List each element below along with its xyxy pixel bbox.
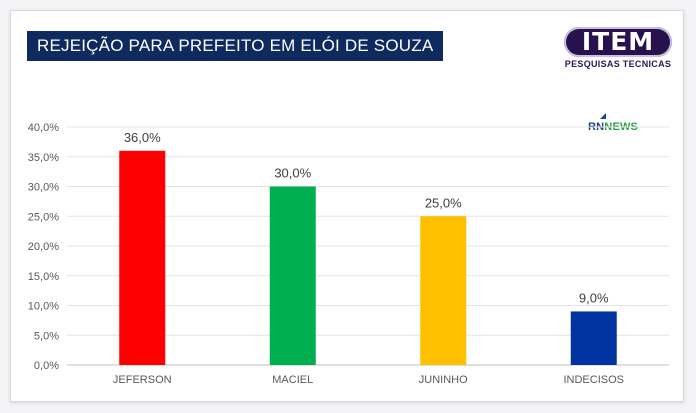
- bar: [269, 186, 316, 365]
- bar: [420, 216, 467, 365]
- item-logo-text: ITEM: [581, 27, 655, 56]
- y-tick-label: 20,0%: [28, 241, 59, 253]
- data-label: 30,0%: [274, 166, 311, 181]
- y-tick-label: 30,0%: [28, 182, 59, 194]
- x-tick-label: JEFERSON: [113, 374, 172, 386]
- data-label: 36,0%: [124, 130, 161, 145]
- x-tick-label: JUNINHO: [419, 374, 468, 386]
- y-tick-label: 25,0%: [28, 211, 59, 223]
- bar: [119, 150, 166, 365]
- x-tick-label: MACIEL: [272, 374, 313, 386]
- y-tick-label: 40,0%: [28, 122, 59, 134]
- data-label: 9,0%: [579, 290, 609, 305]
- item-logo-subtitle: PESQUISAS TECNICAS: [564, 59, 672, 69]
- data-label: 25,0%: [425, 195, 462, 210]
- y-tick-label: 5,0%: [34, 330, 59, 342]
- item-logo-badge: [564, 27, 672, 57]
- y-tick-label: 15,0%: [28, 271, 59, 283]
- chart-frame: REJEIÇÃO PARA PREFEITO EM ELÓI DE SOUZA …: [10, 10, 684, 402]
- chart-title: REJEIÇÃO PARA PREFEITO EM ELÓI DE SOUZA: [27, 31, 444, 61]
- x-tick-label: INDECISOS: [563, 374, 624, 386]
- y-tick-label: 10,0%: [28, 301, 59, 313]
- rnnews-bird-icon: [600, 113, 606, 119]
- bar-chart: 0,0% 5,0% 10,0% 15,0% 20,0% 25,0% 30,0% 35,0% 40…: [28, 122, 669, 386]
- y-tick-label: 35,0%: [28, 152, 59, 164]
- item-logo: ITEM PESQUISAS TECNICAS: [564, 27, 672, 75]
- y-tick-label: 0,0%: [34, 360, 59, 372]
- bar: [570, 311, 617, 365]
